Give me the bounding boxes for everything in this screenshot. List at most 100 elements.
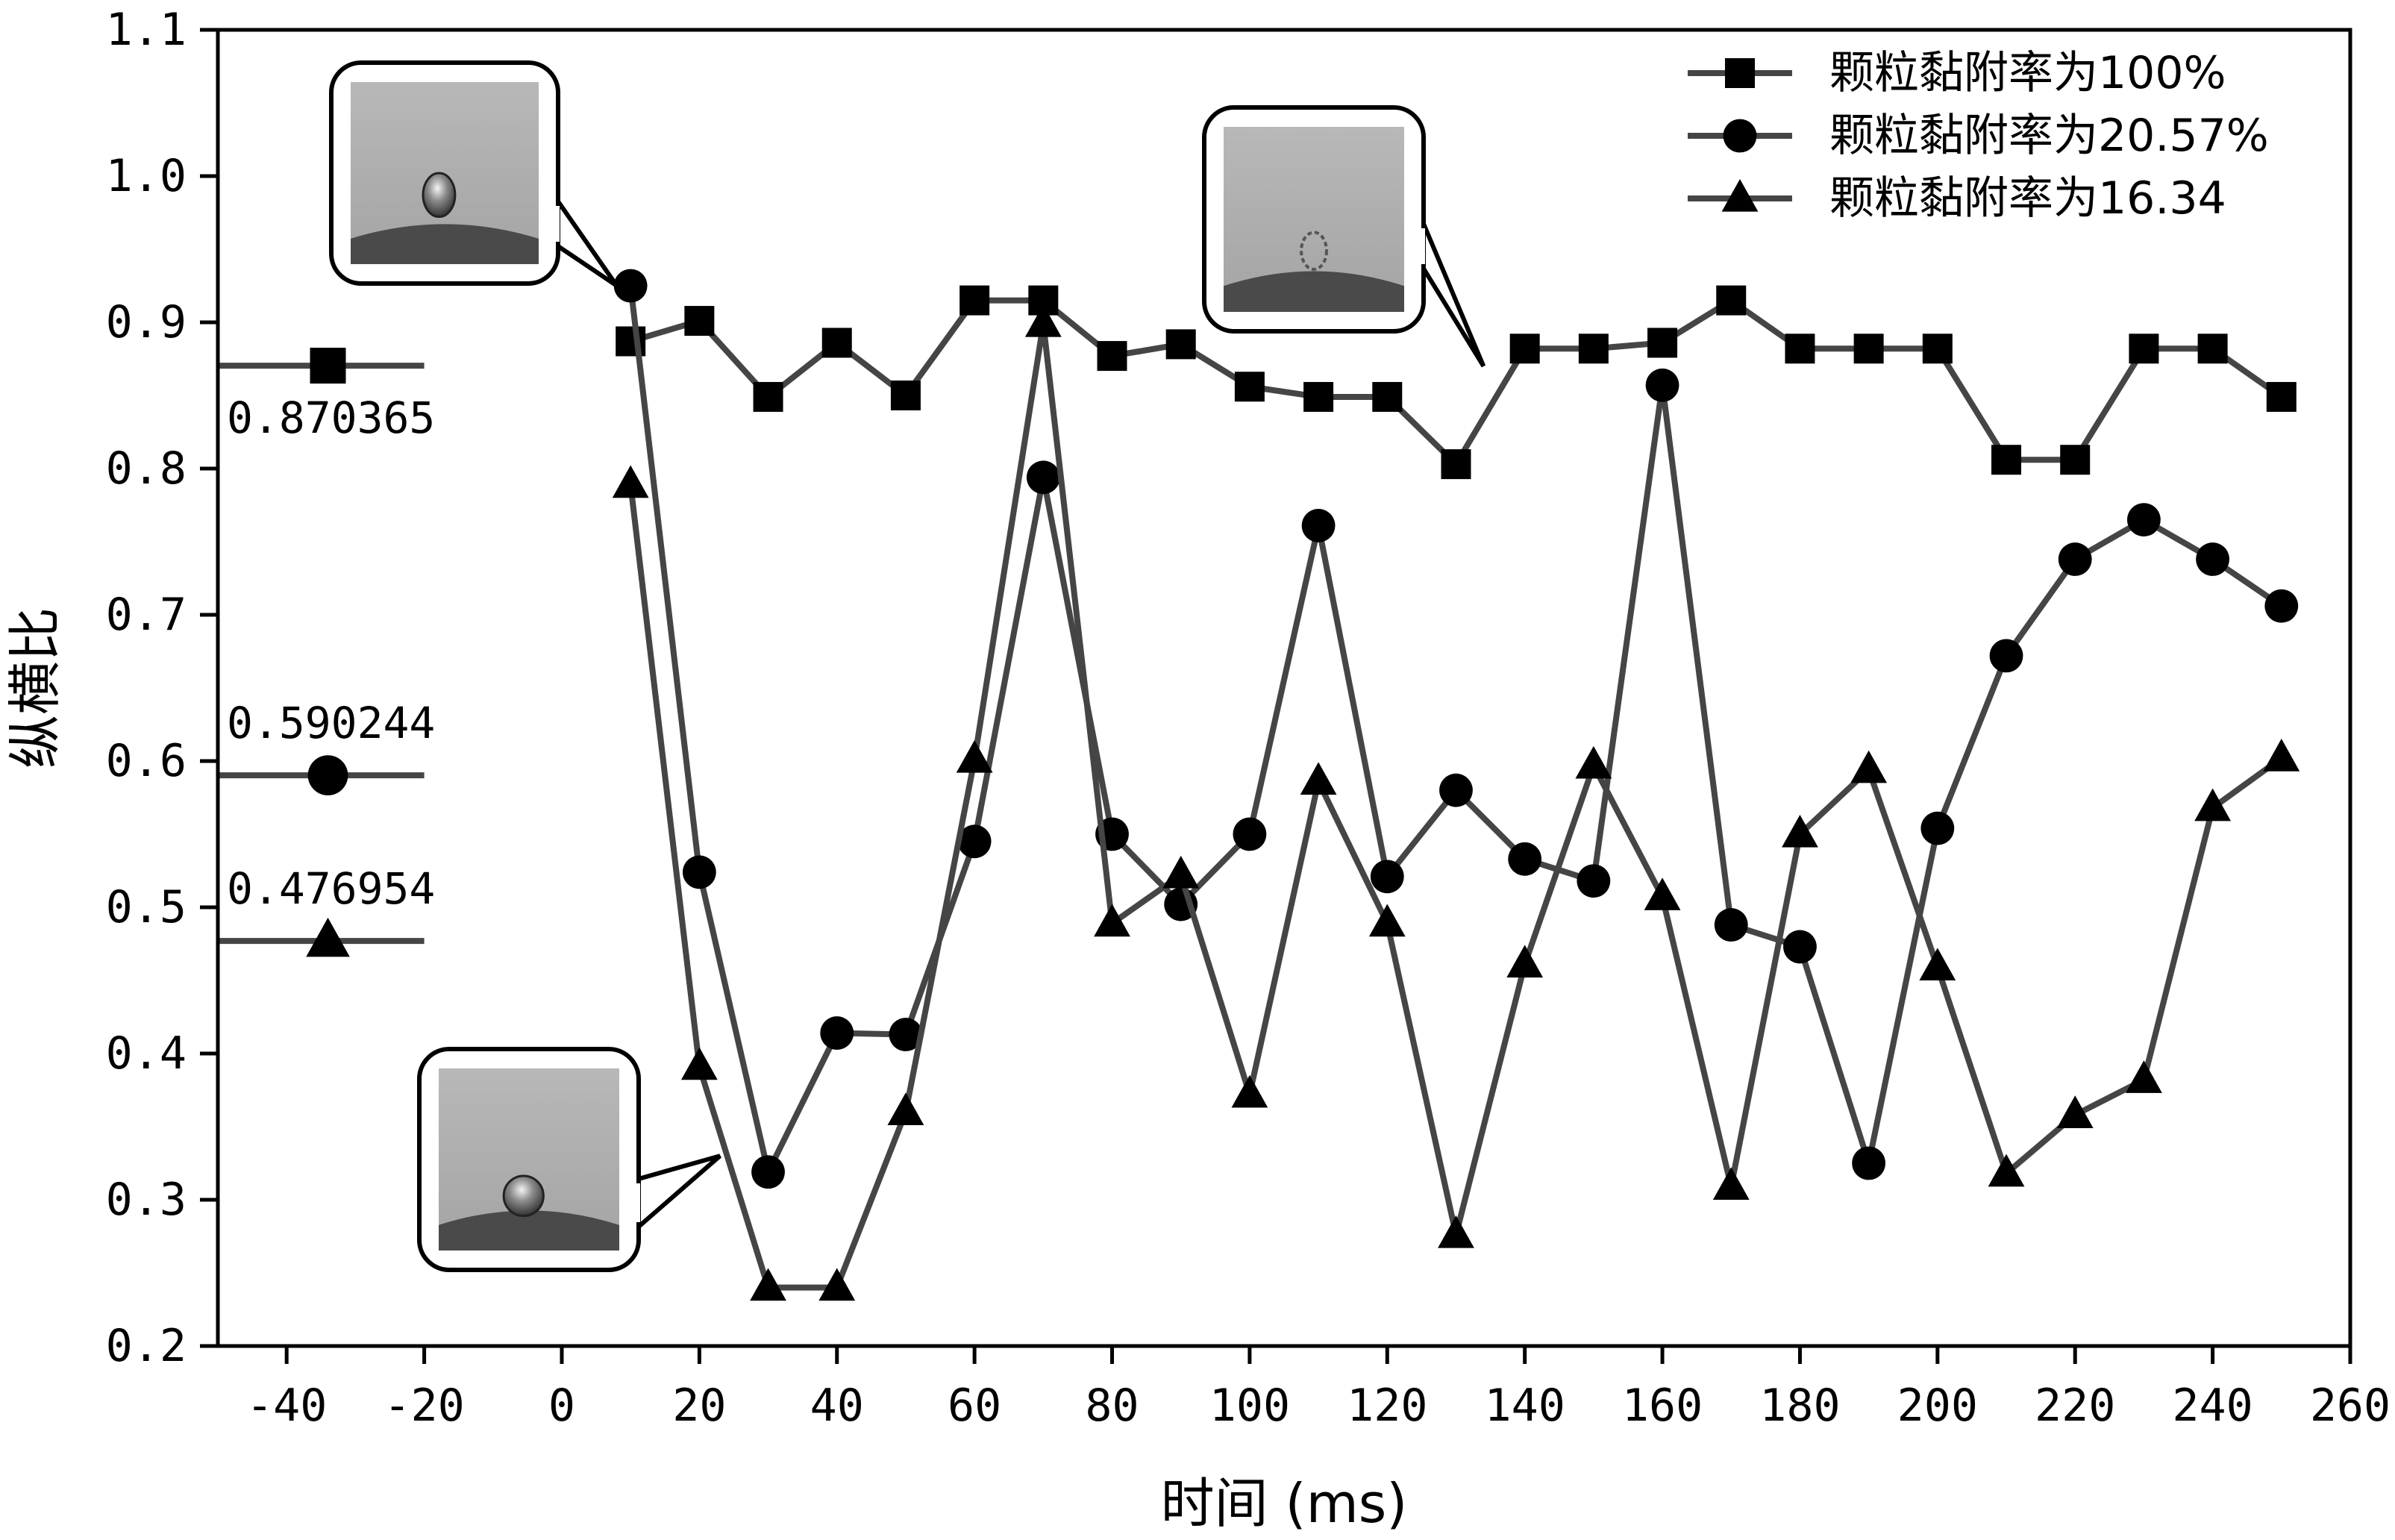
y-tick-label: 0.3 (106, 1174, 187, 1226)
reference-label: 0.870365 (227, 392, 435, 443)
inset-layer (329, 60, 1486, 1272)
reference-point (306, 917, 350, 957)
data-point (2129, 334, 2159, 364)
data-point (2196, 542, 2230, 576)
legend-marker (1723, 119, 1757, 153)
data-point (1233, 817, 1267, 851)
x-tick-label: 240 (2172, 1380, 2252, 1432)
x-tick-label: 60 (948, 1380, 1001, 1432)
droplet-photo-initial (329, 60, 619, 288)
legend-item: 颗粒黏附率为16.34 (1688, 172, 2226, 225)
series-square (616, 285, 2297, 480)
y-axis-title: 纵横比 (4, 607, 66, 769)
data-point (2264, 589, 2299, 623)
legend-item: 颗粒黏附率为20.57% (1688, 110, 2269, 162)
plot-frame (216, 28, 2352, 1348)
data-point (1920, 811, 1955, 845)
data-point (1850, 750, 1888, 783)
data-point (818, 1268, 856, 1301)
data-point (1372, 381, 1403, 412)
series-line (627, 285, 2284, 1175)
y-tick-label: 0.9 (106, 296, 187, 348)
x-tick-label: 80 (1085, 1380, 1139, 1432)
data-point (1989, 639, 2023, 673)
data-point (1578, 334, 1609, 364)
droplet-photo-rebound (1202, 105, 1486, 368)
droplet-photo (1224, 127, 1404, 312)
data-point (1853, 334, 1884, 364)
reference-label: 0.476954 (227, 863, 435, 914)
x-tick-label: 200 (1897, 1380, 1978, 1432)
data-point (682, 855, 716, 889)
x-tick-label: 160 (1622, 1380, 1703, 1432)
data-point (1647, 328, 1678, 358)
data-point (1368, 904, 1406, 937)
x-tick-label: 260 (2310, 1380, 2391, 1432)
data-point (1300, 762, 1337, 795)
data-point (2060, 445, 2091, 475)
legend-marker (1721, 178, 1759, 212)
data-point (1026, 460, 1060, 495)
data-point (956, 740, 993, 773)
data-point (1712, 1167, 1750, 1200)
data-point (1716, 285, 1747, 316)
data-point (1577, 864, 1611, 898)
data-point (1506, 945, 1544, 978)
data-point (957, 824, 992, 859)
callout-tail (556, 194, 619, 288)
data-point (750, 1268, 786, 1301)
data-point (680, 1047, 718, 1080)
droplet-photo (439, 1068, 619, 1251)
data-point (2127, 503, 2161, 536)
series-circle (613, 269, 2299, 1189)
reference-markers: 0.870365 0.590244 0.476954 (218, 348, 435, 957)
x-tick-label: 140 (1484, 1380, 1565, 1432)
data-point (1438, 1215, 1474, 1248)
droplet-photo-minimum (417, 1047, 721, 1272)
x-axis-title: 时间 (ms) (1161, 1472, 1408, 1535)
legend: 颗粒黏附率为100% 颗粒黏附率为20.57% 颗粒黏附率为16.34 (1688, 47, 2269, 225)
data-point (1988, 1154, 2025, 1187)
callout-tail (636, 1154, 721, 1232)
data-point (1714, 908, 1748, 942)
legend-label: 颗粒黏附率为100% (1829, 47, 2226, 99)
data-point (1575, 745, 1612, 779)
y-tick-label: 0.6 (106, 735, 187, 787)
x-tick-label: 220 (2035, 1380, 2115, 1432)
droplet (1300, 231, 1328, 271)
y-tick-label: 0.2 (106, 1320, 187, 1372)
callout-tail (1421, 222, 1486, 368)
data-point (1024, 304, 1062, 337)
data-point (1303, 381, 1334, 412)
data-point (684, 306, 715, 337)
x-tick-label: 20 (672, 1380, 726, 1432)
substrate-mound (1224, 271, 1404, 312)
data-point (1439, 773, 1473, 807)
y-tick-label: 0.4 (106, 1027, 187, 1080)
data-point (890, 381, 921, 410)
y-tick-label: 0.5 (106, 881, 187, 933)
data-point (1919, 948, 1956, 980)
y-tick-label: 0.7 (106, 589, 187, 641)
data-point (1991, 445, 2022, 475)
series-triangle (612, 304, 2300, 1301)
x-tick-label: 120 (1347, 1380, 1427, 1432)
data-point (820, 1016, 854, 1050)
droplet-photo (351, 82, 539, 264)
data-point (1783, 930, 1817, 964)
data-point (2263, 739, 2300, 771)
data-point (751, 1155, 785, 1189)
reference-marker: 0.590244 (218, 698, 435, 796)
data-point (612, 465, 649, 498)
data-point (1097, 341, 1127, 372)
data-point (1644, 877, 1681, 910)
x-tick-label: 40 (810, 1380, 864, 1432)
x-tick-label: -40 (246, 1380, 327, 1432)
data-point (1370, 860, 1404, 894)
legend-marker (1725, 58, 1755, 88)
legend-item: 颗粒黏附率为100% (1688, 47, 2226, 99)
data-point (1231, 1074, 1268, 1108)
data-point (1441, 449, 1471, 480)
data-point (613, 269, 648, 303)
data-point (1782, 814, 1818, 848)
